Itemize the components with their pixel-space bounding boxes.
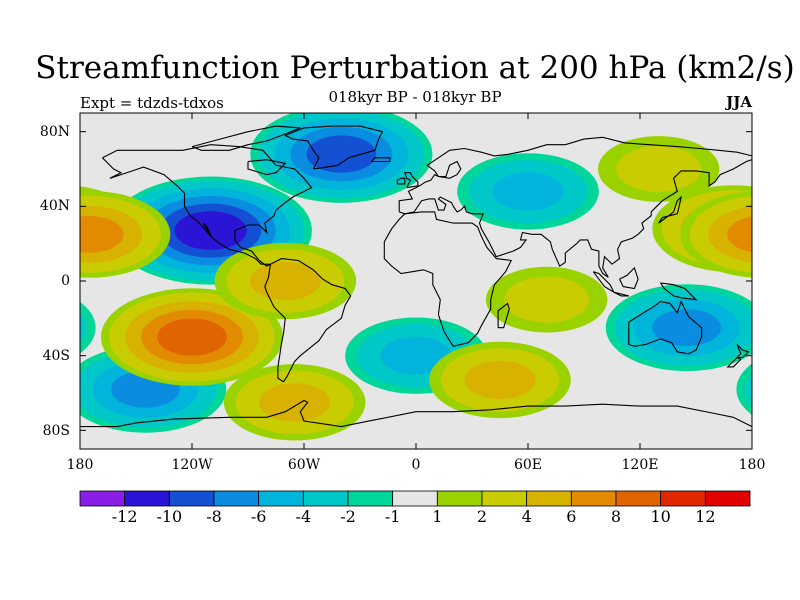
y-tick-label: 40S (42, 348, 70, 364)
contour-band (616, 145, 702, 193)
contour-band (157, 318, 227, 356)
x-tick-label: 60W (287, 457, 321, 473)
coastline-path (404, 172, 419, 189)
coastline-path (735, 344, 750, 359)
coastline-path (370, 157, 391, 163)
colorbar-label: -1 (384, 507, 401, 526)
coastline-path (592, 271, 616, 294)
contour-fields (80, 113, 752, 441)
y-tick-label: 40N (39, 198, 70, 214)
contour-band (504, 276, 590, 323)
coastline-path (80, 399, 752, 428)
coastline-path (497, 302, 510, 329)
coastline-path (191, 125, 301, 151)
colorbar-swatch (704, 490, 751, 507)
contour-band (80, 215, 124, 253)
colorbar-label: 6 (566, 507, 577, 526)
colorbar-swatch (213, 490, 260, 507)
colorbar-swatch (660, 490, 706, 507)
map-title: Streamfunction Perturbation at 200 hPa (… (35, 50, 795, 86)
colorbar-swatch (392, 490, 438, 507)
colorbar-label: 1 (432, 507, 443, 526)
contour-band (259, 383, 331, 422)
x-tick-label: 0 (411, 457, 421, 473)
colorbar-swatch (615, 490, 662, 507)
contour-band (745, 373, 752, 406)
coastline-path (396, 177, 406, 185)
colorbar-swatch (258, 490, 304, 507)
colorbar-label: -6 (250, 507, 267, 526)
contour-band (306, 135, 377, 173)
y-tick-label: 0 (61, 273, 70, 289)
y-tick-label: 80S (42, 423, 70, 439)
coastline-path (247, 159, 287, 176)
coastline-path (613, 291, 629, 297)
colorbar-swatch (302, 490, 349, 507)
contour-band (727, 216, 752, 253)
colorbar-label: 2 (476, 507, 488, 526)
colorbar-label: 8 (610, 507, 622, 526)
colorbar (79, 490, 751, 507)
contour-band (80, 311, 87, 344)
x-tick-label: 60E (513, 457, 543, 473)
coastline-path (660, 282, 698, 301)
coastline-path (264, 258, 352, 383)
axis-ticks (79, 113, 753, 449)
colorbar-swatch (168, 490, 215, 507)
x-tick-label: 120E (621, 457, 659, 473)
contour-band (736, 363, 752, 415)
colorbar-swatch (79, 490, 126, 507)
coastline-path (726, 357, 742, 368)
coastline-path (383, 211, 513, 347)
coastline-path (102, 144, 313, 267)
colorbar-swatch (347, 490, 394, 507)
x-tick-label: 180 (738, 457, 766, 473)
colorbar-label: -8 (206, 507, 222, 526)
colorbar-label: -4 (295, 507, 312, 526)
colorbar-label: 10 (650, 507, 671, 526)
colorbar-label: -2 (340, 507, 356, 526)
coastline-path (283, 125, 384, 170)
colorbar-swatch (124, 490, 170, 507)
colorbar-label: 4 (521, 507, 532, 526)
coastline-path (398, 136, 752, 278)
colorbar-label: -12 (111, 507, 138, 526)
coastline-path (619, 266, 639, 290)
x-tick-label: 180 (66, 457, 94, 473)
coastlines (80, 125, 752, 428)
contour-band (492, 172, 564, 211)
contour-band (174, 211, 247, 250)
x-tick-label: 120W (171, 457, 213, 473)
colorbar-swatch (570, 490, 617, 507)
experiment-label: Expt = tdzds-tdxos (80, 94, 224, 112)
contour-band (652, 309, 721, 347)
colorbar-label: 12 (695, 507, 716, 526)
season-label: JJA (726, 93, 752, 111)
contour-band (380, 336, 452, 375)
contour-band (464, 360, 536, 400)
colorbar-swatch (526, 490, 572, 507)
contour-band (249, 261, 321, 301)
coastline-path (658, 195, 682, 224)
y-tick-label: 80N (39, 124, 70, 140)
colorbar-label: -10 (156, 507, 183, 526)
colorbar-swatch (436, 490, 483, 507)
colorbar-swatch (481, 490, 528, 507)
contour-band (80, 302, 96, 354)
coastline-path (628, 300, 703, 355)
map-subtitle: 018kyr BP - 018kyr BP (328, 88, 502, 106)
